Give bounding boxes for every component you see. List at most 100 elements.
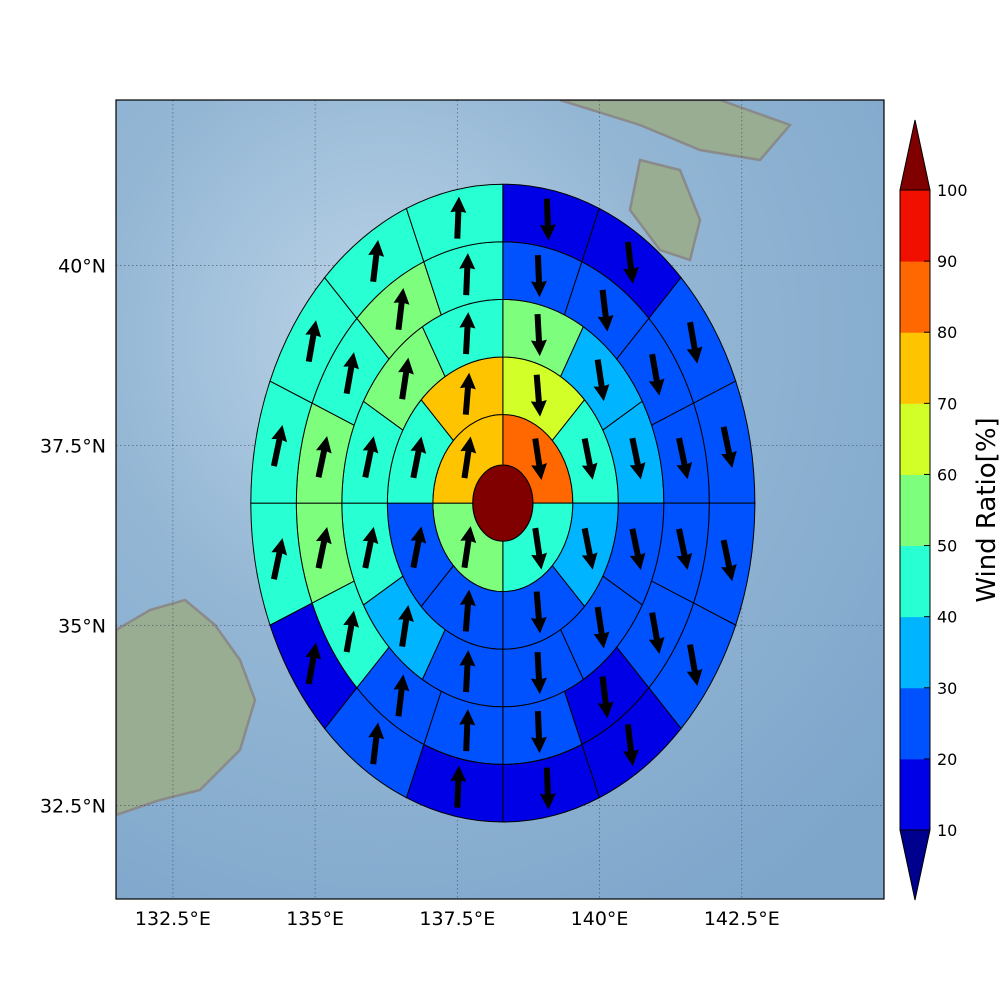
wind-arrow (410, 436, 427, 479)
wind-arrow (720, 539, 737, 582)
wind-arrow (362, 436, 379, 478)
wind-arrow (460, 526, 477, 569)
wind-arrow-shape (622, 241, 639, 284)
wind-arrow (593, 606, 610, 649)
wind-arrow (270, 424, 288, 467)
wind-arrow-shape (593, 359, 610, 402)
wind-arrow-shape (410, 526, 427, 569)
wind-arrow-shape (539, 198, 556, 241)
wind-arrow (368, 722, 385, 765)
wind-arrow-shape (530, 710, 547, 754)
x-tick-label: 137.5°E (419, 908, 495, 930)
colorbar-tick-label: 30 (937, 679, 957, 698)
wind-arrow-shape (720, 539, 737, 582)
wind-arrow (629, 437, 646, 480)
wind-arrow-shape (368, 722, 385, 765)
colorbar-segment (900, 403, 930, 475)
wind-arrow (531, 438, 547, 481)
wind-arrow (530, 254, 547, 298)
wind-arrow-shape (315, 436, 332, 478)
wind-arrow (459, 709, 476, 752)
x-tick-label: 135°E (286, 908, 344, 930)
wind-arrow-shape (393, 674, 410, 717)
wind-arrow-shape (450, 765, 467, 808)
colorbar-tick-label: 70 (937, 394, 957, 413)
wind-arrow-shape (450, 196, 467, 239)
colorbar-segment (900, 545, 930, 618)
wind-arrow (315, 436, 332, 478)
wind-arrow-shape (459, 372, 476, 415)
colorbar-segment (900, 758, 930, 831)
colorbar-segment (900, 261, 930, 333)
wind-arrow (539, 198, 556, 241)
wind-arrow-shape (459, 709, 476, 752)
wind-arrow (459, 589, 476, 632)
colorbar-tick-label: 80 (937, 323, 957, 342)
colorbar-segment (900, 687, 930, 760)
wind-arrow-shape (530, 651, 547, 695)
x-tick-label: 140°E (571, 908, 629, 930)
wind-arrow (459, 372, 476, 415)
wind-arrow-shape (530, 374, 547, 417)
plot-frame (115, 99, 885, 900)
wind-arrow-shape (315, 526, 332, 569)
wind-arrow (597, 676, 614, 719)
wind-arrow-shape (648, 353, 665, 396)
wind-arrow-shape (393, 287, 410, 331)
land-layer (116, 100, 793, 817)
wind-arrow-shape (597, 289, 614, 332)
wind-arrow (459, 650, 476, 693)
wind-arrow-shape (676, 437, 693, 480)
wind-arrow (676, 528, 693, 571)
wind-arrow-shape (648, 612, 665, 654)
land-mass (628, 158, 702, 262)
colorbar-tick-label: 60 (937, 465, 957, 484)
colorbar-segment (900, 616, 930, 689)
wind-arrow-shape (531, 438, 547, 481)
wind-arrow (720, 426, 737, 469)
wind-arrow (530, 313, 547, 357)
wind-arrow (539, 767, 556, 810)
wind-arrow-shape (581, 527, 598, 570)
colorbar-frame (899, 189, 931, 831)
colorbar-tick-label: 90 (937, 252, 957, 271)
wind-arrow-shape (343, 352, 360, 395)
wind-arrow (368, 240, 385, 283)
wind-arrow-shape (531, 527, 547, 570)
wind-arrow (305, 320, 322, 363)
y-tick-label: 35°N (58, 615, 106, 637)
wind-arrow-shape (629, 437, 646, 480)
wind-arrow (676, 437, 693, 480)
colorbar-tick-label: 20 (937, 750, 957, 769)
wind-arrow-shape (593, 606, 610, 649)
x-tick-label: 142.5°E (704, 908, 780, 930)
land-mass (559, 100, 793, 162)
wind-arrow (450, 196, 467, 239)
y-tick-label: 40°N (58, 256, 106, 278)
y-tick-label: 37.5°N (40, 436, 106, 458)
wind-arrow (648, 612, 665, 654)
colorbar-under-triangle (899, 829, 931, 901)
wind-arrow (270, 538, 288, 580)
wind-arrow-shape (368, 240, 385, 283)
wind-arrow-shape (459, 650, 476, 693)
wind-arrow (305, 642, 322, 685)
wind-arrow (398, 605, 414, 648)
wind-arrow (581, 527, 598, 570)
y-tick-label: 32.5°N (40, 795, 106, 817)
wind-arrow-shape (459, 312, 476, 355)
wind-arrow (315, 526, 332, 569)
wind-arrow (530, 591, 547, 634)
wind-arrow (343, 610, 360, 653)
wind-arrow (593, 359, 610, 402)
wind-arrow-shape (270, 424, 288, 467)
land-mass (116, 598, 257, 817)
wind-arrow (450, 765, 467, 808)
wind-arrow-shape (459, 589, 476, 632)
wind-arrow-shape (343, 610, 360, 653)
colorbar-label: Wind Ratio[%] (972, 417, 1000, 602)
colorbar-tick-label: 100 (937, 181, 968, 200)
wind-arrow (460, 436, 477, 479)
colorbar-tick-label: 40 (937, 608, 957, 627)
